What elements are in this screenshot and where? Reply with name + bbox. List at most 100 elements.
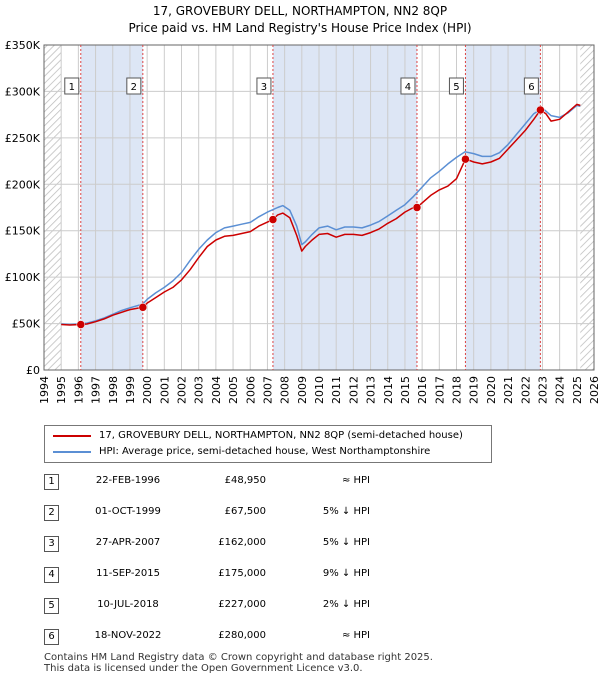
transaction-label: 1 — [69, 82, 75, 93]
chart-title: 17, GROVEBURY DELL, NORTHAMPTON, NN2 8QP — [152, 4, 448, 18]
transaction-point — [412, 203, 422, 212]
transaction-date: 27-APR-2007 — [95, 537, 161, 548]
footer-attribution: Contains HM Land Registry data © Crown c… — [44, 652, 433, 674]
x-tick-label: 1994 — [38, 376, 51, 404]
x-tick-label: 2005 — [227, 376, 240, 404]
legend-swatch-hpi — [53, 451, 91, 453]
ownership-period-band — [272, 45, 417, 370]
x-tick-label: 2003 — [193, 376, 206, 404]
transaction-label: 3 — [261, 82, 267, 93]
no-data-hatch-band — [580, 45, 594, 370]
x-tick-label: 2008 — [279, 376, 292, 404]
transaction-label: 4 — [405, 82, 411, 93]
x-tick-label: 2014 — [382, 376, 395, 404]
x-tick-label: 2011 — [330, 376, 343, 404]
transaction-hpi-comparison: ≈ HPI — [341, 475, 370, 486]
x-tick-label: 2015 — [399, 376, 412, 404]
property-price-line — [61, 103, 581, 326]
transaction-date: 10-JUL-2018 — [97, 599, 159, 610]
transaction-price: £67,500 — [224, 506, 266, 517]
x-tick-label: 2026 — [588, 376, 600, 404]
transaction-point — [536, 105, 545, 115]
legend-label-hpi: HPI: Average price, semi-detached house,… — [99, 446, 431, 457]
transaction-label-box — [64, 77, 80, 95]
x-tick-label: 2016 — [416, 376, 429, 404]
transaction-marker-label: 1 — [44, 474, 59, 490]
table-row: 1 22-FEB-1996 £48,950 ≈ HPI — [44, 472, 444, 503]
no-data-hatch-band — [44, 45, 62, 370]
transaction-label-box — [256, 77, 272, 95]
x-tick-label: 2007 — [261, 376, 274, 404]
transaction-date: 22-FEB-1996 — [95, 475, 161, 486]
transaction-hpi-comparison: ≈ HPI — [341, 630, 370, 641]
x-tick-label: 2020 — [485, 376, 498, 404]
y-tick-label: £250K — [5, 132, 41, 145]
table-row: 5 10-JUL-2018 £227,000 2% ↓ HPI — [44, 596, 444, 627]
transactions-table: 1 22-FEB-1996 £48,950 ≈ HPI 2 01-OCT-199… — [44, 472, 444, 658]
transaction-label-box — [400, 77, 416, 95]
transaction-point — [76, 320, 86, 329]
ownership-period-band — [465, 45, 541, 370]
x-tick-label: 2006 — [244, 376, 257, 404]
y-tick-label: £100K — [5, 271, 41, 284]
transaction-point — [268, 215, 278, 224]
transaction-label-box — [126, 77, 142, 95]
transaction-price: £280,000 — [218, 630, 266, 641]
transaction-date: 18-NOV-2022 — [94, 630, 162, 641]
x-tick-label: 2021 — [502, 376, 515, 404]
x-tick-label: 2024 — [554, 376, 567, 404]
x-tick-label: 2004 — [210, 376, 223, 404]
plot-frame — [43, 44, 595, 371]
y-tick-label: £350K — [5, 39, 41, 52]
table-row: 2 01-OCT-1999 £67,500 5% ↓ HPI — [44, 503, 444, 534]
x-tick-label: 2023 — [536, 376, 549, 404]
transaction-date: 11-SEP-2015 — [96, 568, 160, 579]
transaction-label: 6 — [528, 82, 534, 93]
transaction-label-box — [448, 77, 464, 95]
x-tick-label: 2019 — [468, 376, 481, 404]
transaction-hpi-comparison: 9% ↓ HPI — [322, 568, 370, 579]
price-chart: £0 £50K £100K £150K £200K £250K £300K £350K 1994… — [5, 39, 600, 404]
transaction-point — [138, 303, 148, 312]
transaction-label: 2 — [131, 82, 137, 93]
transaction-price: £48,950 — [224, 475, 266, 486]
transaction-label: 5 — [453, 82, 459, 93]
y-tick-label: £50K — [12, 318, 41, 331]
y-tick-label: £0 — [26, 364, 40, 377]
transaction-label-box — [523, 77, 539, 95]
y-tick-label: £200K — [5, 178, 41, 191]
transaction-hpi-comparison: 5% ↓ HPI — [322, 537, 370, 548]
transaction-price: £162,000 — [218, 537, 266, 548]
x-tick-label: 2012 — [347, 376, 360, 404]
x-tick-label: 2010 — [313, 376, 326, 404]
y-tick-label: £300K — [5, 85, 41, 98]
transaction-point — [461, 154, 470, 164]
x-tick-label: 2018 — [451, 376, 464, 404]
x-tick-label: 2022 — [519, 376, 532, 404]
transaction-marker-label: 4 — [44, 567, 59, 583]
x-tick-label: 2025 — [571, 376, 584, 404]
table-row: 3 27-APR-2007 £162,000 5% ↓ HPI — [44, 534, 444, 565]
x-tick-label: 1996 — [72, 376, 85, 404]
hpi-line — [61, 104, 581, 326]
x-tick-label: 2001 — [158, 376, 171, 404]
chart-title-block: 17, GROVEBURY DELL, NORTHAMPTON, NN2 8QP… — [0, 3, 600, 37]
legend-swatch-property — [53, 435, 91, 437]
x-tick-label: 1998 — [107, 376, 120, 404]
transaction-price: £227,000 — [218, 599, 266, 610]
legend-label-property: 17, GROVEBURY DELL, NORTHAMPTON, NN2 8QP… — [99, 430, 463, 441]
x-tick-label: 2017 — [433, 376, 446, 404]
chart-subtitle: Price paid vs. HM Land Registry's House … — [128, 21, 472, 35]
x-tick-label: 1997 — [90, 376, 103, 404]
footer-line-licence: This data is licensed under the Open Gov… — [44, 663, 363, 674]
transaction-marker-label: 6 — [44, 629, 59, 645]
transaction-date: 01-OCT-1999 — [95, 506, 161, 517]
transaction-marker-label: 3 — [44, 536, 59, 552]
x-tick-label: 2013 — [365, 376, 378, 404]
table-row: 6 18-NOV-2022 £280,000 ≈ HPI — [44, 627, 444, 658]
chart-legend: 17, GROVEBURY DELL, NORTHAMPTON, NN2 8QP… — [44, 425, 492, 463]
transaction-marker-label: 5 — [44, 598, 59, 614]
y-tick-label: £150K — [5, 225, 41, 238]
transaction-hpi-comparison: 2% ↓ HPI — [322, 599, 370, 610]
footer-line-copyright: Contains HM Land Registry data © Crown c… — [44, 652, 433, 663]
